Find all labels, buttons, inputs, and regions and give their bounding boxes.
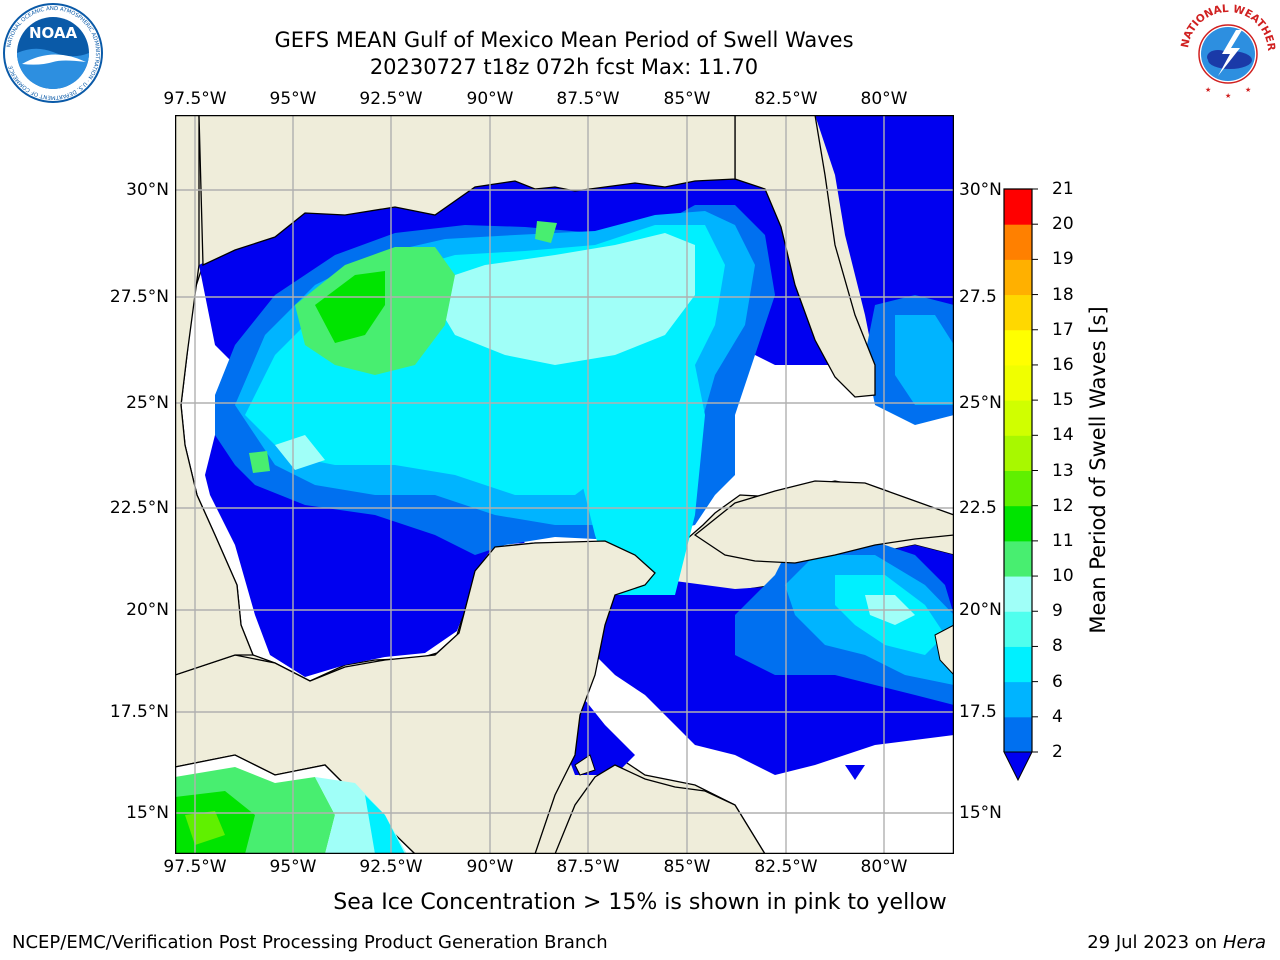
lon-label-bottom: 82.5°W: [754, 857, 818, 877]
footer-date: 29 Jul 2023 on Hera: [1087, 932, 1266, 953]
lon-label-top: 92.5°W: [359, 89, 423, 109]
colorbar-tick-label: 21: [1052, 179, 1074, 199]
lat-label-right: 22.5: [959, 498, 997, 518]
noaa-logo-text: NOAA: [29, 24, 78, 42]
colorbar-segment: [1004, 294, 1032, 331]
colorbar-segment: [1004, 329, 1032, 366]
chart-subtitle: 20230727 t18z 072h fcst Max: 11.70: [369, 55, 759, 79]
lon-label-bottom: 92.5°W: [359, 857, 423, 877]
colorbar-tick-label: 13: [1052, 460, 1074, 481]
lat-label-right: 20°N: [959, 600, 1002, 620]
svg-text:★: ★: [1225, 92, 1231, 100]
lon-label-top: 95°W: [269, 89, 317, 109]
lat-label-left: 15°N: [126, 803, 169, 823]
lat-label-right: 25°N: [959, 393, 1002, 413]
sea-ice-note: Sea Ice Concentration > 15% is shown in …: [333, 890, 947, 915]
lat-label-right: 15°N: [959, 803, 1002, 823]
colorbar-segment: [1004, 400, 1032, 436]
colorbar-tick-label: 19: [1052, 249, 1074, 270]
lat-label-left: 20°N: [126, 600, 169, 620]
lon-label-bottom: 97.5°W: [163, 857, 227, 877]
footer-credit: NCEP/EMC/Verification Post Processing Pr…: [12, 932, 608, 953]
colorbar-segment: [1004, 646, 1032, 683]
lon-label-bottom: 90°W: [466, 857, 514, 877]
colorbar-tick-label: 10: [1052, 566, 1074, 587]
colorbar-segment: [1004, 540, 1032, 577]
colorbar-tick-label: 16: [1052, 354, 1074, 375]
colorbar-tick-label: 9: [1052, 601, 1063, 622]
lon-label-top: 85°W: [663, 89, 711, 109]
map-panel: [175, 115, 954, 854]
colorbar-segment: [1004, 435, 1032, 471]
map-gridlines: [175, 115, 954, 854]
colorbar-segment: [1004, 505, 1032, 542]
svg-text:★: ★: [1245, 86, 1251, 94]
lon-label-bottom: 95°W: [269, 857, 317, 877]
colorbar-segment: [1004, 716, 1032, 753]
colorbar: [1003, 188, 1038, 782]
lat-label-left: 25°N: [126, 393, 169, 413]
lon-label-top: 82.5°W: [754, 89, 818, 109]
lon-label-top: 80°W: [860, 89, 908, 109]
colorbar-tick-label: 2: [1052, 742, 1063, 762]
colorbar-segment: [1004, 611, 1032, 647]
lat-label-left: 17.5°N: [109, 702, 169, 722]
lon-label-bottom: 85°W: [663, 857, 711, 877]
colorbar-tick-label: 12: [1052, 495, 1074, 516]
chart-title: GEFS MEAN Gulf of Mexico Mean Period of …: [274, 28, 854, 52]
colorbar-tick-label: 18: [1052, 284, 1074, 305]
lat-label-left: 27.5°N: [109, 287, 169, 307]
wave-field-8-9: [275, 233, 915, 625]
colorbar-segment: [1004, 364, 1032, 401]
svg-text:★: ★: [1205, 86, 1211, 94]
colorbar-segment: [1004, 189, 1032, 225]
lon-label-top: 90°W: [466, 89, 514, 109]
footer-date-text: 29 Jul 2023 on: [1087, 932, 1223, 953]
lon-label-bottom: 87.5°W: [556, 857, 620, 877]
lon-label-top: 87.5°W: [556, 89, 620, 109]
colorbar-segment: [1004, 470, 1032, 507]
lon-label-bottom: 80°W: [860, 857, 908, 877]
colorbar-segment: [1004, 224, 1032, 260]
colorbar-tick-label: 17: [1052, 319, 1074, 340]
colorbar-tick-label: 6: [1052, 671, 1063, 692]
colorbar-tick-label: 15: [1052, 390, 1074, 411]
colorbar-under-arrow: [1003, 751, 1033, 782]
colorbar-tick-label: 11: [1052, 530, 1074, 551]
lat-label-left: 30°N: [126, 180, 169, 200]
footer-host: Hera: [1222, 932, 1266, 953]
noaa-logo-icon: NOAA NATIONAL OCEANIC AND ATMOSPHERIC AD…: [3, 3, 103, 103]
lon-label-top: 97.5°W: [163, 89, 227, 109]
lat-label-right: 17.5: [959, 702, 997, 722]
lat-label-right: 30°N: [959, 180, 1002, 200]
colorbar-segment: [1004, 259, 1032, 296]
wave-field-10-11: [315, 271, 385, 343]
lat-label-right: 27.5: [959, 287, 997, 307]
colorbar-label: Mean Period of Swell Waves [s]: [1086, 306, 1110, 634]
colorbar-tick-label: 8: [1052, 636, 1063, 657]
colorbar-tick-label: 20: [1052, 214, 1074, 235]
colorbar-segment: [1004, 681, 1032, 718]
lat-label-left: 22.5°N: [109, 498, 169, 518]
colorbar-tick-label: 4: [1052, 706, 1063, 727]
map-frame: [175, 115, 954, 854]
nws-logo-icon: NATIONAL WEATHER SERVICE ★ ★ ★: [1178, 2, 1277, 100]
colorbar-tick-label: 14: [1052, 425, 1074, 446]
colorbar-segment: [1004, 576, 1032, 612]
